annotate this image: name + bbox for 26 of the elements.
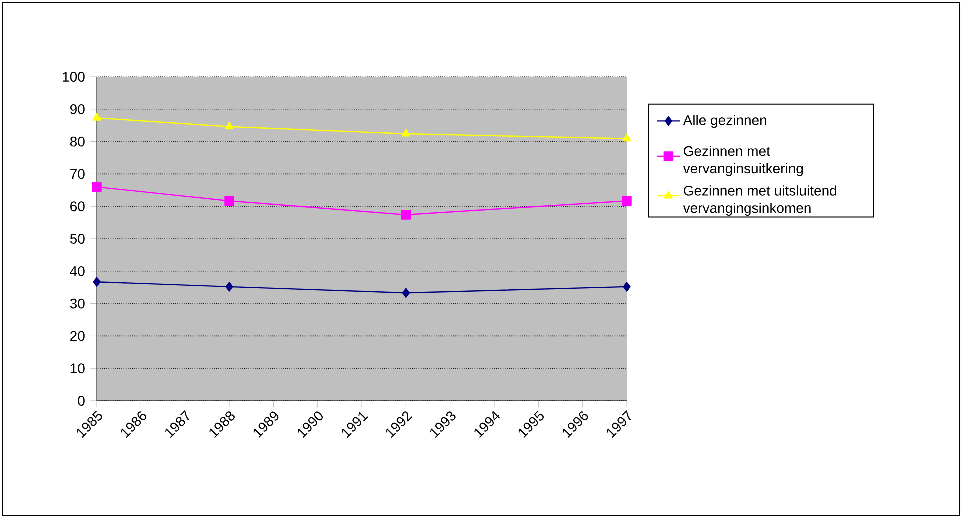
y-tick-label: 60 xyxy=(70,202,85,212)
legend-label: Gezinnen met vervanginsuitkering xyxy=(683,146,804,176)
legend-label: Gezinnen met uitsluitend vervangingsinkomen xyxy=(683,186,836,216)
y-tick-label: 30 xyxy=(70,298,85,309)
point xyxy=(225,122,234,130)
y-tick-label: 50 xyxy=(70,234,85,244)
point xyxy=(92,182,102,192)
y-tick-label: 10 xyxy=(70,364,85,374)
point xyxy=(224,196,234,206)
y-tick-label: 70 xyxy=(70,169,85,180)
point xyxy=(92,113,102,121)
y-tick-label: 100 xyxy=(63,72,85,82)
legend-label: Alle gezinnen xyxy=(683,115,766,128)
point xyxy=(401,210,412,220)
y-tick-label: 0 xyxy=(78,396,85,406)
point xyxy=(402,288,410,298)
y-tick-label: 80 xyxy=(70,136,85,147)
point xyxy=(623,282,631,292)
point xyxy=(93,277,101,287)
y-tick-label: 40 xyxy=(70,266,85,276)
point xyxy=(402,129,410,137)
point xyxy=(622,134,632,142)
y-tick-label: 20 xyxy=(70,331,85,342)
point xyxy=(622,196,632,206)
point xyxy=(226,282,234,292)
y-tick-label: 90 xyxy=(70,104,85,114)
